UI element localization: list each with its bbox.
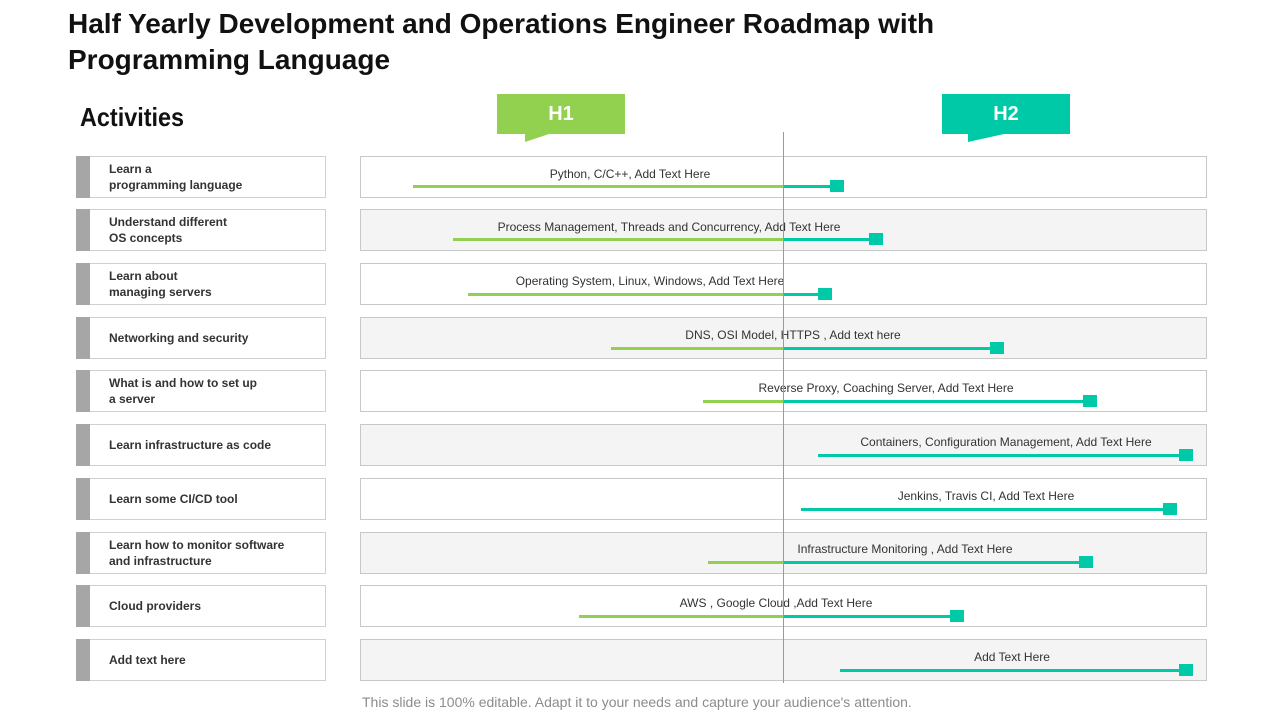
milestone-marker [869,233,883,245]
h2-progress-line [783,238,876,241]
timeline-row-text: AWS , Google Cloud ,Add Text Here [679,596,873,610]
timeline-row-text: Operating System, Linux, Windows, Add Te… [515,274,785,288]
activity-label-text: Learn about managing servers [109,269,212,299]
h1-progress-line [579,615,783,618]
h2-progress-line [783,615,957,618]
activity-label-accent [76,532,90,574]
h1-progress-line [468,293,783,296]
h2-progress-line [783,185,837,188]
timeline-row-text: Reverse Proxy, Coaching Server, Add Text… [758,381,1014,395]
h2-progress-line [783,293,825,296]
milestone-marker [1079,556,1093,568]
activity-label-accent [76,585,90,627]
footer-note: This slide is 100% editable. Adapt it to… [362,694,912,710]
activity-label: Understand different OS concepts [76,209,326,251]
milestone-marker [990,342,1004,354]
h2-progress-line [818,454,1186,457]
h2-label: H2 [993,102,1019,125]
milestone-marker [1179,449,1193,461]
milestone-marker [818,288,832,300]
h1-tab-tail [525,134,549,142]
activity-label-text: What is and how to set up a server [109,376,257,406]
activity-label-text: Networking and security [109,331,249,345]
activity-label-accent [76,424,90,466]
h1-progress-line [703,400,783,403]
half-divider [783,132,784,683]
activity-label-accent [76,370,90,412]
h1-progress-line [611,347,783,350]
activity-label-accent [76,263,90,305]
h1-progress-line [453,238,783,241]
activity-label-text: Learn how to monitor software and infras… [109,538,285,568]
activity-label: Learn infrastructure as code [76,424,326,466]
activity-label-text: Learn infrastructure as code [109,438,272,452]
activity-label-accent [76,156,90,198]
activity-label-text: Cloud providers [109,599,202,613]
h2-progress-line [783,347,997,350]
activity-label: Add text here [76,639,326,681]
activity-label: What is and how to set up a server [76,370,326,412]
activity-label: Learn a programming language [76,156,326,198]
milestone-marker [1083,395,1097,407]
activity-label: Learn about managing servers [76,263,326,305]
timeline-row-text: Containers, Configuration Management, Ad… [860,435,1152,449]
milestone-marker [950,610,964,622]
activity-label-accent [76,209,90,251]
timeline-row-text: DNS, OSI Model, HTTPS , Add text here [685,328,901,342]
h2-progress-line [783,561,1086,564]
activity-label: Networking and security [76,317,326,359]
timeline-row-text: Infrastructure Monitoring , Add Text Her… [797,542,1013,556]
timeline-row-text: Process Management, Threads and Concurre… [497,220,841,234]
milestone-marker [1163,503,1177,515]
timeline-row-text: Python, C/C++, Add Text Here [549,167,711,181]
activity-label-text: Learn a programming language [109,162,243,192]
activity-label-accent [76,478,90,520]
timeline-row-text: Add Text Here [974,650,1050,664]
h1-tab: H1 [497,94,625,142]
activity-label: Cloud providers [76,585,326,627]
activity-label: Learn some CI/CD tool [76,478,326,520]
timeline-row-text: Jenkins, Travis CI, Add Text Here [897,489,1075,503]
activity-label: Learn how to monitor software and infras… [76,532,326,574]
activity-label-accent [76,639,90,681]
milestone-marker [830,180,844,192]
h2-tab: H2 [942,94,1070,142]
h2-progress-line [783,400,1090,403]
slide-title: Half Yearly Development and Operations E… [68,8,935,75]
activity-label-accent [76,317,90,359]
h1-progress-line [708,561,783,564]
h2-tab-tail [968,134,1004,142]
milestone-marker [1179,664,1193,676]
h2-progress-line [801,508,1170,511]
activity-label-text: Add text here [109,653,186,667]
activity-label-text: Learn some CI/CD tool [109,492,238,506]
activities-heading: Activities [80,102,185,132]
h2-progress-line [840,669,1186,672]
h1-label: H1 [548,102,574,125]
activity-label-text: Understand different OS concepts [109,215,228,245]
h1-progress-line [413,185,783,188]
